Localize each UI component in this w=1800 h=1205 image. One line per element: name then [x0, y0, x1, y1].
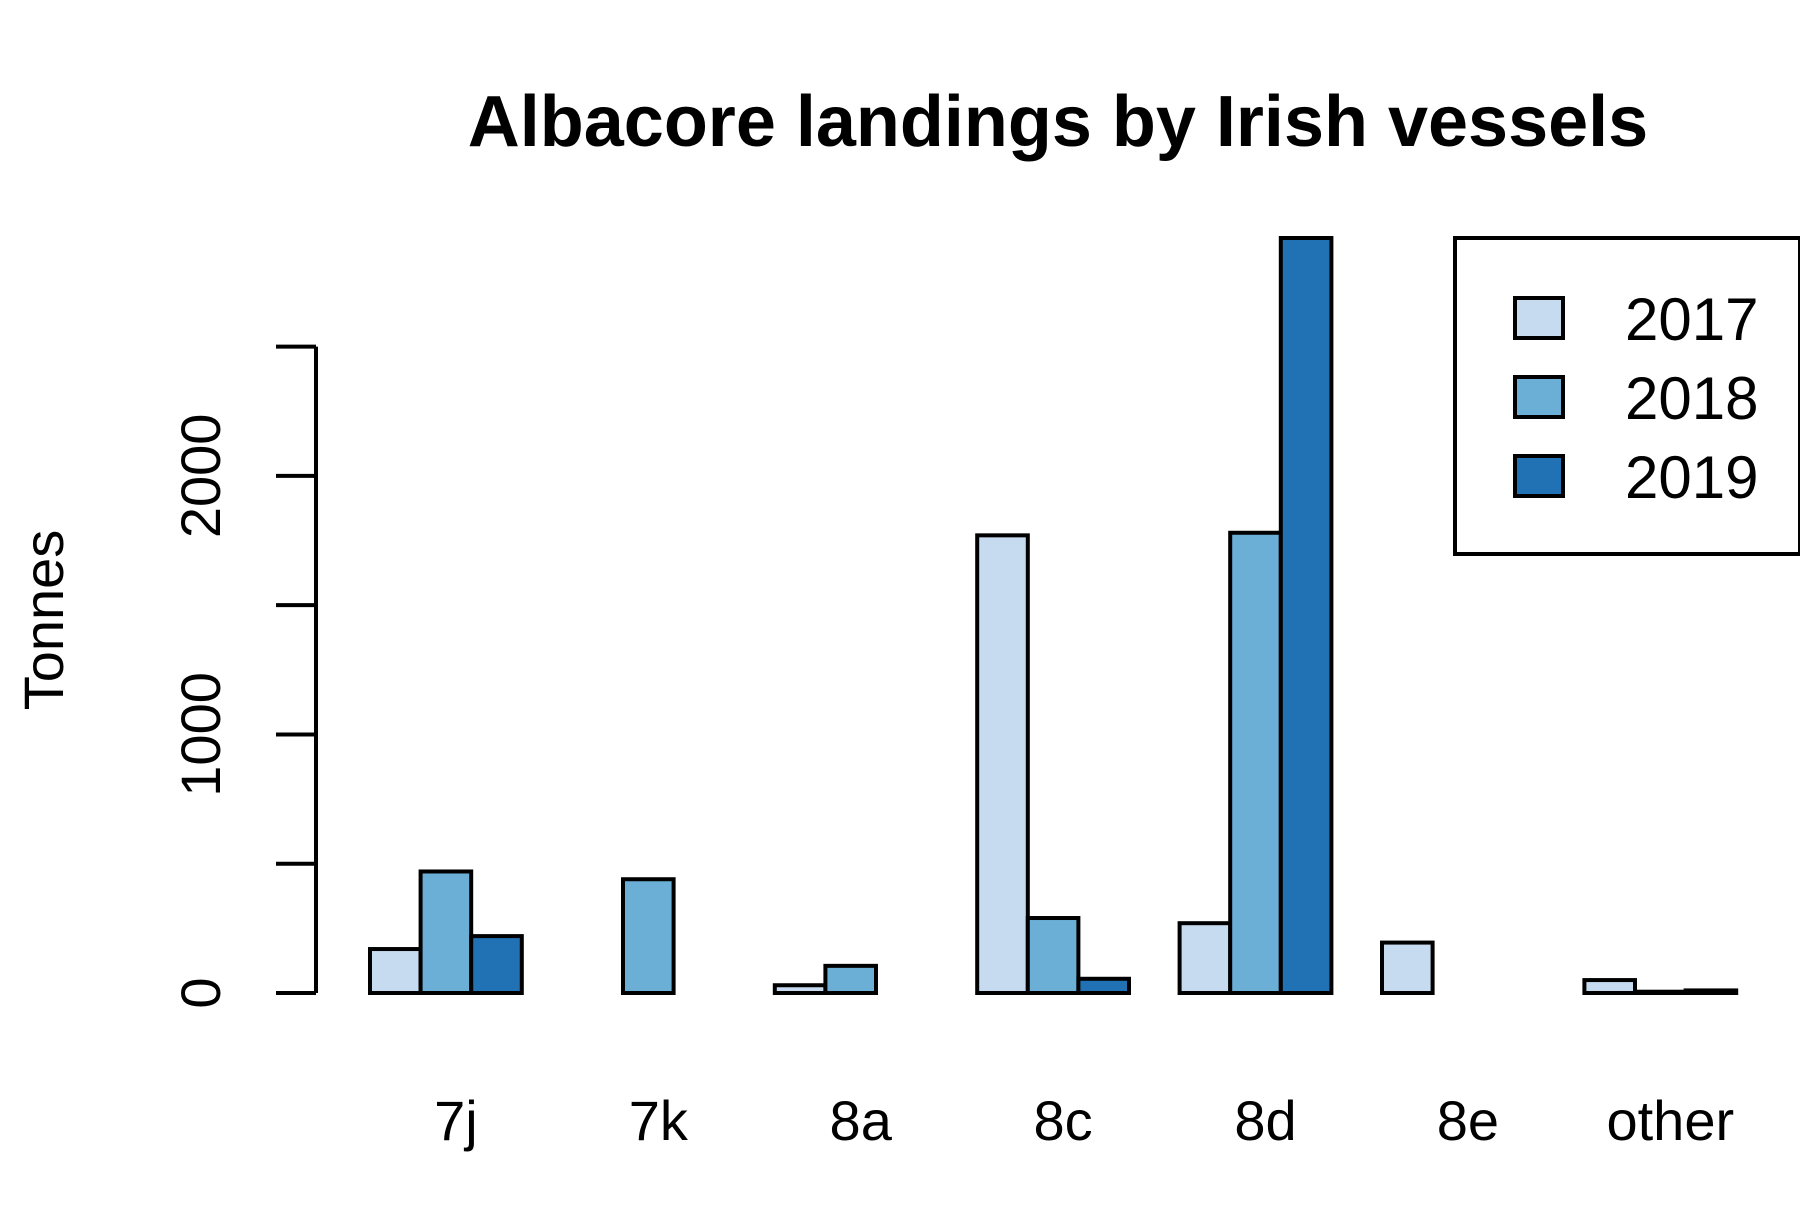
bar-7j-2019 — [469, 934, 524, 996]
bar-8a-2018 — [823, 963, 879, 995]
x-axis-labels: 7j 7k 8a 8c 8d 8e other — [434, 1089, 1734, 1152]
bar-other-2017 — [1582, 978, 1638, 995]
bar-8c-2019 — [1076, 976, 1132, 996]
y-tick-label: 1000 — [169, 672, 232, 797]
legend-swatch — [1513, 296, 1565, 340]
legend-swatch — [1513, 375, 1565, 419]
bar-8a-2017 — [772, 983, 828, 996]
bar-8d-2017 — [1177, 921, 1233, 995]
legend-label: 2018 — [1625, 365, 1758, 432]
legend-label: 2017 — [1625, 286, 1758, 353]
category-label: 7k — [629, 1089, 689, 1152]
bar-7j-2018 — [418, 869, 474, 995]
category-label: 8c — [1034, 1089, 1093, 1152]
bar-7j-2017 — [368, 947, 423, 995]
category-label: 8d — [1234, 1089, 1296, 1152]
legend-box — [1453, 236, 1800, 556]
category-label: other — [1606, 1089, 1734, 1152]
y-axis: 0 1000 2000 — [169, 344, 318, 1009]
bar-8d-2018 — [1228, 530, 1283, 995]
legend-label: 2019 — [1625, 444, 1758, 511]
y-tick-label: 2000 — [169, 414, 232, 539]
bar-8c-2017 — [975, 533, 1030, 995]
category-label: 7j — [434, 1089, 478, 1152]
bar-other-2018 — [1633, 989, 1688, 996]
bar-other-2019 — [1683, 988, 1739, 995]
category-label: 8a — [830, 1089, 893, 1152]
bar-8c-2018 — [1025, 916, 1081, 996]
category-label: 8e — [1437, 1089, 1499, 1152]
bar-7k-2018 — [621, 877, 676, 995]
y-tick-label: 0 — [169, 977, 232, 1008]
legend: 2017 2018 2019 — [1453, 236, 1800, 556]
bar-8e-2017 — [1380, 940, 1435, 996]
y-axis-label: Tonnes — [12, 530, 75, 711]
legend-swatch — [1513, 454, 1565, 498]
chart-title: Albacore landings by Irish vessels — [468, 82, 1648, 162]
bar-8d-2019 — [1278, 236, 1334, 995]
bars — [368, 236, 1739, 996]
